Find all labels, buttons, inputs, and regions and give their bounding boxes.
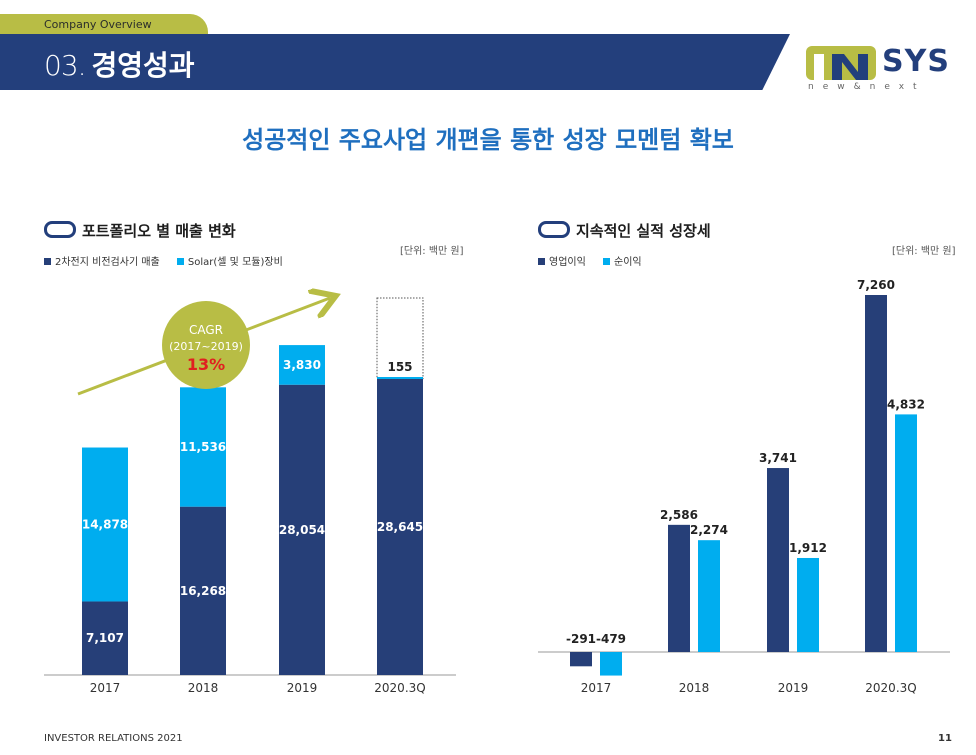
legend-label-op-profit: 영업이익	[549, 257, 586, 268]
legend-swatch-navy	[538, 258, 545, 265]
legend-item-solar: Solar(셀 및 모듈)장비	[176, 257, 283, 268]
label-net-profit-2020.3Q: 4,832	[887, 397, 925, 411]
tick-2018: 2018	[679, 681, 710, 695]
legend-swatch-navy	[44, 258, 51, 265]
label-solar-2019: 3,830	[283, 358, 321, 372]
bar-battery-2019	[279, 384, 325, 675]
left-unit: [단위: 백만 원]	[400, 246, 464, 257]
tick-2020.3Q: 2020.3Q	[865, 681, 916, 695]
cagr-badge: CAGR (2017~2019) 13%	[77, 298, 330, 396]
bar-solar-2018	[180, 387, 226, 507]
footer-text: INVESTOR RELATIONS 2021	[44, 733, 183, 744]
right-unit: [단위: 백만 원]	[892, 246, 956, 257]
legend-swatch-cyan	[603, 258, 610, 265]
bar-net-profit-2017	[600, 652, 622, 676]
tick-2017: 2017	[90, 681, 121, 695]
right-legend: 영업이익 순이익	[538, 253, 656, 268]
label-op-profit-2019: 3,741	[759, 451, 797, 465]
left-panel-title: 포트폴리오 별 매출 변화	[44, 220, 236, 241]
bar-battery-2017	[82, 601, 128, 675]
label-battery-2018: 16,268	[180, 584, 226, 598]
bar-net-profit-2018	[698, 540, 720, 652]
tick-2019: 2019	[287, 681, 318, 695]
label-net-profit-2019: 1,912	[789, 541, 827, 555]
tick-2020.3Q: 2020.3Q	[374, 681, 425, 695]
bar-battery-2020.3Q	[377, 378, 423, 675]
legend-item-op-profit: 영업이익	[538, 257, 586, 268]
legend-label-net-profit: 순이익	[614, 257, 642, 268]
logo-text: SYS	[882, 44, 950, 79]
label-battery-2020.3Q: 28,645	[377, 520, 423, 534]
left-panel-title-text: 포트폴리오 별 매출 변화	[82, 222, 236, 240]
headline: 성공적인 주요사업 개편을 통한 성장 모멘텀 확보	[242, 126, 734, 154]
label-net-profit-2018: 2,274	[690, 523, 728, 537]
page-title: 03. 경영성과	[44, 44, 195, 84]
bar-battery-2018	[180, 506, 226, 675]
bar-solar-2019	[279, 345, 325, 385]
left-chart: 14,878 7,107 2017 11,536 16,268 2018 3,830 28,0…	[44, 297, 456, 695]
legend-label-solar: Solar(셀 및 모듈)장비	[187, 257, 283, 268]
section-title: 경영성과	[91, 49, 195, 82]
left-legend: 2차전지 비전검사기 매출 Solar(셀 및 모듈)장비	[44, 253, 297, 268]
label-solar-2020.3Q: 155	[387, 360, 412, 374]
label-battery-2017: 7,107	[86, 631, 124, 645]
cagr-label: CAGR	[189, 323, 223, 337]
bar-net-profit-2020.3Q	[895, 414, 917, 652]
right-panel-title-text: 지속적인 실적 성장세	[576, 222, 711, 240]
tick-2019: 2019	[778, 681, 809, 695]
bar-op-profit-2017	[570, 652, 592, 667]
bar-solar-2017	[82, 447, 128, 602]
bar-solar-2020.3Q	[377, 377, 423, 379]
bar-op-profit-2018	[668, 524, 690, 652]
label-solar-2018: 11,536	[180, 440, 226, 454]
label-op-profit-2017: -291	[566, 632, 596, 646]
cagr-circle	[162, 301, 250, 389]
section-number: 03.	[44, 49, 87, 82]
right-panel-title: 지속적인 실적 성장세	[538, 220, 711, 241]
tick-2017: 2017	[581, 681, 612, 695]
company-logo	[806, 46, 876, 80]
cagr-value: 13%	[187, 355, 225, 374]
cagr-period: (2017~2019)	[169, 340, 243, 353]
logo-tagline: new&next	[808, 82, 926, 92]
legend-swatch-cyan	[176, 258, 184, 265]
bar-net-profit-2019	[797, 557, 819, 652]
legend-item-net-profit: 순이익	[603, 257, 642, 268]
label-battery-2019: 28,054	[279, 523, 325, 537]
label-op-profit-2020.3Q: 7,260	[857, 278, 895, 292]
pill-icon	[44, 221, 76, 238]
header-bar	[0, 34, 790, 90]
section-label: Company Overview	[44, 18, 152, 31]
label-solar-2017: 14,878	[82, 517, 128, 531]
label-net-profit-2017: -479	[596, 632, 626, 646]
legend-item-battery: 2차전지 비전검사기 매출	[44, 257, 160, 268]
label-op-profit-2018: 2,586	[660, 508, 698, 522]
legend-label-battery: 2차전지 비전검사기 매출	[55, 257, 160, 268]
page-number: 11	[938, 733, 952, 744]
pill-icon	[538, 221, 570, 238]
bar-op-profit-2020.3Q	[865, 295, 887, 652]
tick-2018: 2018	[188, 681, 219, 695]
bar-op-profit-2019	[767, 468, 789, 652]
